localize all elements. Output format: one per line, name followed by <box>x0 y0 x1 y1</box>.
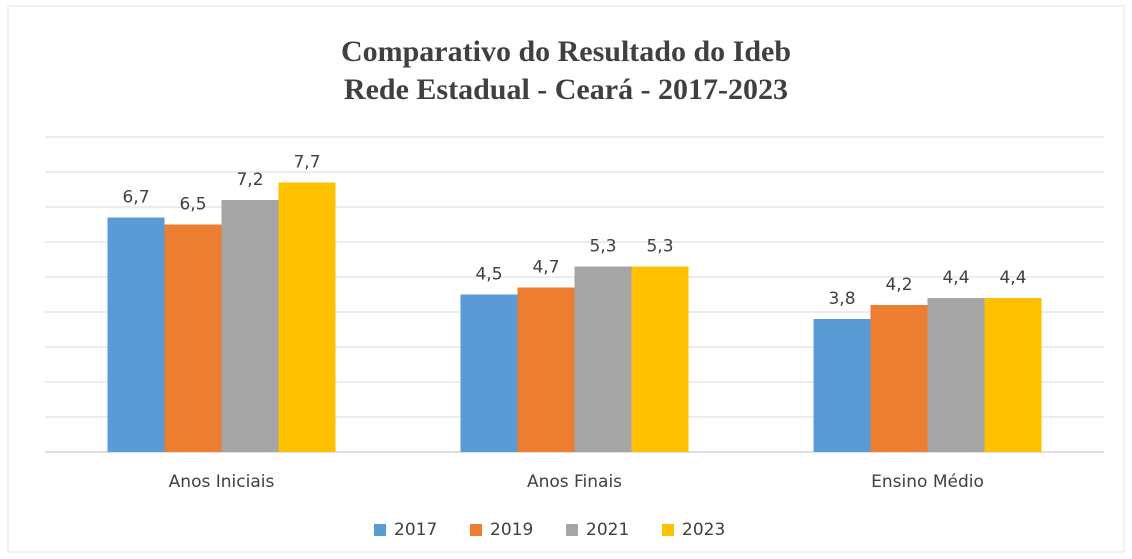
bar <box>813 319 871 452</box>
legend-swatch <box>374 524 386 536</box>
data-label: 5,3 <box>646 237 673 257</box>
data-label: 5,3 <box>589 237 616 257</box>
data-label: 4,5 <box>475 265 502 285</box>
bar <box>927 298 985 452</box>
legend-label: 2017 <box>394 520 437 540</box>
bar <box>631 266 689 452</box>
data-label: 7,7 <box>293 153 320 173</box>
data-label: 4,7 <box>532 258 559 278</box>
x-tick-label: Anos Finais <box>527 472 622 492</box>
legend-label: 2023 <box>682 520 725 540</box>
bar <box>460 294 518 452</box>
data-label: 3,8 <box>828 289 855 309</box>
legend-label: 2019 <box>490 520 533 540</box>
data-label: 6,7 <box>122 188 149 208</box>
bar <box>517 287 575 452</box>
bar <box>221 200 279 452</box>
legend-swatch <box>566 524 578 536</box>
bar <box>278 182 336 452</box>
x-tick-label: Anos Iniciais <box>169 472 275 492</box>
bar <box>574 266 632 452</box>
data-label: 4,4 <box>942 268 969 288</box>
data-label: 4,4 <box>999 268 1026 288</box>
chart-subtitle: Rede Estadual - Ceará - 2017-2023 <box>344 73 788 106</box>
legend-swatch <box>662 524 674 536</box>
legend-swatch <box>470 524 482 536</box>
bar <box>107 217 165 452</box>
x-tick-label: Ensino Médio <box>871 472 984 492</box>
data-label: 4,2 <box>885 275 912 295</box>
bar <box>984 298 1042 452</box>
bar <box>870 305 928 452</box>
bar <box>164 224 222 452</box>
data-label: 7,2 <box>236 170 263 190</box>
legend-label: 2021 <box>586 520 629 540</box>
data-label: 6,5 <box>179 195 206 215</box>
chart-title: Comparativo do Resultado do Ideb <box>341 35 791 68</box>
